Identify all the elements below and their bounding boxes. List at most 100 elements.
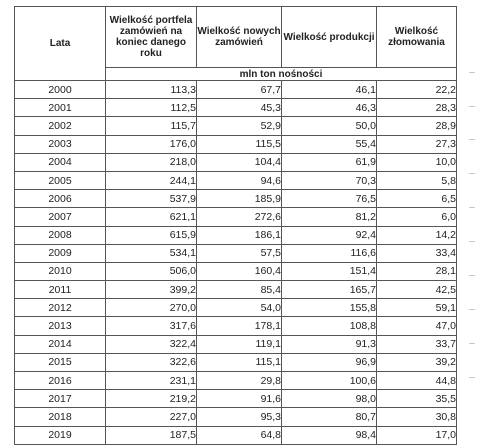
table-row: 2018 227,0 95,3 80,7 30,8 xyxy=(14,407,457,427)
cell-new-orders: 186,1 xyxy=(196,225,282,245)
cell-scrapping: 47,0 xyxy=(376,316,457,336)
cell-backlog: 115,7 xyxy=(105,116,197,136)
cell-production: 46,3 xyxy=(281,98,377,118)
cell-backlog: 615,9 xyxy=(105,225,197,245)
cell-backlog: 219,2 xyxy=(105,389,197,409)
header-scrapping: Wielkość złomowania xyxy=(376,6,457,68)
cell-scrapping: 6,0 xyxy=(376,207,457,227)
cell-scrapping: 27,3 xyxy=(376,134,457,154)
cell-year: 2005 xyxy=(14,170,106,191)
cell-backlog: 187,5 xyxy=(105,425,197,445)
cell-year: 2012 xyxy=(14,298,106,318)
cell-production: 80,7 xyxy=(281,407,377,427)
cell-year: 2004 xyxy=(14,152,106,172)
cell-production: 108,8 xyxy=(281,316,377,336)
header-year: Lata xyxy=(14,6,106,81)
edge-mark xyxy=(469,309,475,310)
table-row: 2015 322,6 115,1 96,9 39,2 xyxy=(14,352,457,373)
shipbuilding-statistics-table: Lata Wielkość portfela zamówień na konie… xyxy=(14,6,457,445)
cell-year: 2001 xyxy=(14,98,106,118)
cell-backlog: 537,9 xyxy=(105,189,197,209)
cell-production: 98,4 xyxy=(281,425,377,445)
cell-new-orders: 67,7 xyxy=(196,79,282,100)
cell-new-orders: 94,6 xyxy=(196,170,282,191)
cell-backlog: 113,3 xyxy=(105,79,197,100)
table-header: Lata Wielkość portfela zamówień na konie… xyxy=(14,6,457,81)
cell-scrapping: 30,8 xyxy=(376,407,457,427)
table-row: 2017 219,2 91,6 98,0 35,5 xyxy=(14,389,457,409)
cell-scrapping: 33,7 xyxy=(376,334,457,354)
table-row: 2003 176,0 115,5 55,4 27,3 xyxy=(14,134,457,154)
table-row: 2005 244,1 94,6 70,3 5,8 xyxy=(14,170,457,191)
cell-scrapping: 5,8 xyxy=(376,170,457,191)
cell-year: 2017 xyxy=(14,389,106,409)
cell-scrapping: 44,8 xyxy=(376,370,457,391)
table-row: 2001 112,5 45,3 46,3 28,3 xyxy=(14,98,457,118)
table-row: 2002 115,7 52,9 50,0 28,9 xyxy=(14,116,457,136)
cell-backlog: 506,0 xyxy=(105,261,197,282)
cell-new-orders: 185,9 xyxy=(196,189,282,209)
edge-mark xyxy=(469,343,475,344)
table-row: 2014 322,4 119,1 91,3 33,7 xyxy=(14,334,457,354)
edge-mark xyxy=(469,275,475,276)
cell-year: 2002 xyxy=(14,116,106,136)
cell-scrapping: 28,3 xyxy=(376,98,457,118)
edge-mark xyxy=(469,139,475,140)
cell-new-orders: 85,4 xyxy=(196,280,282,300)
table-row: 2004 218,0 104,4 61,9 10,0 xyxy=(14,152,457,172)
cell-production: 96,9 xyxy=(281,352,377,373)
cell-backlog: 244,1 xyxy=(105,170,197,191)
cell-year: 2006 xyxy=(14,189,106,209)
cell-backlog: 218,0 xyxy=(105,152,197,172)
cell-production: 165,7 xyxy=(281,280,377,300)
cell-backlog: 176,0 xyxy=(105,134,197,154)
cell-backlog: 322,4 xyxy=(105,334,197,354)
header-production: Wielkość produkcji xyxy=(281,6,377,68)
cell-scrapping: 33,4 xyxy=(376,243,457,263)
cell-backlog: 270,0 xyxy=(105,298,197,318)
cell-scrapping: 17,0 xyxy=(376,425,457,445)
edge-mark xyxy=(469,241,475,242)
cell-year: 2009 xyxy=(14,243,106,263)
cell-year: 2015 xyxy=(14,352,106,373)
cell-new-orders: 160,4 xyxy=(196,261,282,282)
cell-year: 2016 xyxy=(14,370,106,391)
cell-production: 61,9 xyxy=(281,152,377,172)
cell-new-orders: 104,4 xyxy=(196,152,282,172)
document-page: Lata Wielkość portfela zamówień na konie… xyxy=(14,6,477,445)
cell-production: 151,4 xyxy=(281,261,377,282)
cell-scrapping: 28,9 xyxy=(376,116,457,136)
cell-scrapping: 28,1 xyxy=(376,261,457,282)
table-row: 2000 113,3 67,7 46,1 22,2 xyxy=(14,79,457,100)
cell-scrapping: 39,2 xyxy=(376,352,457,373)
unit-label: mln ton nośności xyxy=(105,67,457,81)
cell-production: 50,0 xyxy=(281,116,377,136)
cell-scrapping: 35,5 xyxy=(376,389,457,409)
table-row: 2006 537,9 185,9 76,5 6,5 xyxy=(14,189,457,209)
table-row: 2012 270,0 54,0 155,8 59,1 xyxy=(14,298,457,318)
cell-backlog: 621,1 xyxy=(105,207,197,227)
cell-production: 91,3 xyxy=(281,334,377,354)
cell-production: 81,2 xyxy=(281,207,377,227)
cell-production: 70,3 xyxy=(281,170,377,191)
table-row: 2010 506,0 160,4 151,4 28,1 xyxy=(14,261,457,282)
cell-new-orders: 57,5 xyxy=(196,243,282,263)
cell-production: 46,1 xyxy=(281,79,377,100)
cell-year: 2010 xyxy=(14,261,106,282)
cell-new-orders: 119,1 xyxy=(196,334,282,354)
cell-production: 76,5 xyxy=(281,189,377,209)
cell-scrapping: 6,5 xyxy=(376,189,457,209)
edge-mark xyxy=(469,72,475,73)
cell-new-orders: 29,8 xyxy=(196,370,282,391)
cell-backlog: 322,6 xyxy=(105,352,197,373)
cell-year: 2007 xyxy=(14,207,106,227)
header-row: Lata Wielkość portfela zamówień na konie… xyxy=(14,6,457,81)
cell-new-orders: 115,1 xyxy=(196,352,282,373)
table-row: 2013 317,6 178,1 108,8 47,0 xyxy=(14,316,457,336)
cell-year: 2019 xyxy=(14,425,106,445)
cell-production: 155,8 xyxy=(281,298,377,318)
cell-year: 2013 xyxy=(14,316,106,336)
edge-mark xyxy=(469,106,475,107)
cell-year: 2011 xyxy=(14,280,106,300)
cell-year: 2003 xyxy=(14,134,106,154)
